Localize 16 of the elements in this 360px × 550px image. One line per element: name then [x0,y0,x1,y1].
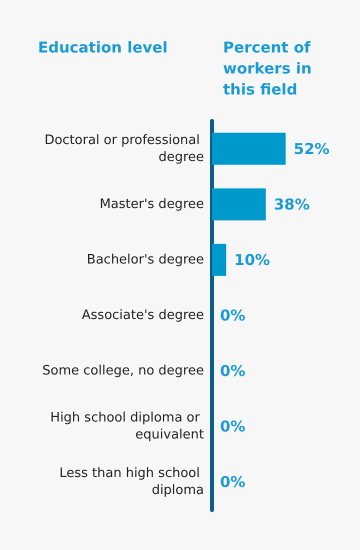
data-label: 0% [220,473,246,492]
y-tick-label: Some college, no degree [42,364,204,379]
data-label: 38% [274,195,310,214]
y-axis-title: Education level [38,38,168,56]
y-tick-label: Master's degree [100,196,204,212]
data-label: 52% [294,140,330,158]
x-axis-title: Percent of workers in this field [223,38,317,98]
y-tick-label: Doctoral or professional degree [44,132,204,165]
y-tick-label: Less than high school diploma [59,466,204,498]
y-tick-label: Bachelor's degree [86,252,204,268]
y-tick-label: High school diploma or equivalent [50,410,204,443]
y-tick-label: Associate's degree [82,308,204,323]
data-label: 0% [220,306,246,324]
data-label: 0% [220,418,246,436]
data-label: 10% [234,250,270,269]
data-label: 0% [220,362,246,380]
